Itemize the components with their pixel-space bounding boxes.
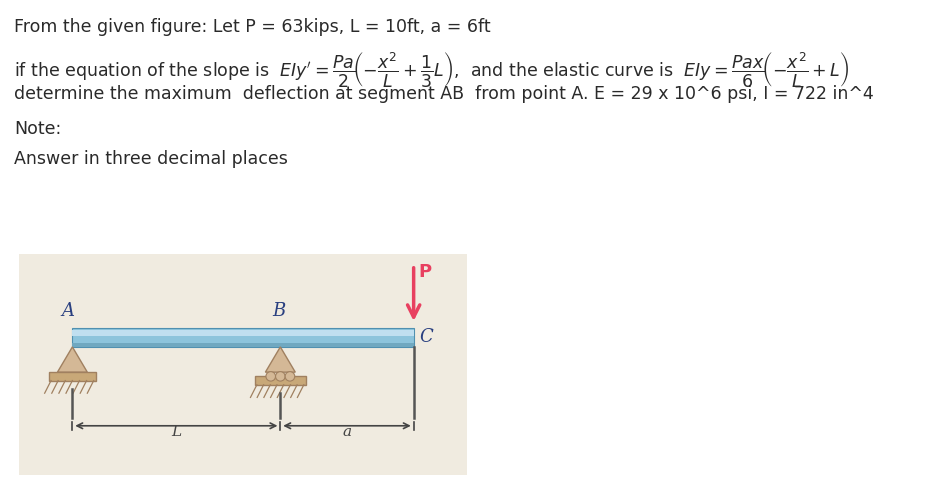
Text: Note:: Note: [14, 120, 61, 138]
Text: determine the maximum  deflection at segment AB  from point A. E = 29 x 10^6 psi: determine the maximum deflection at segm… [14, 85, 873, 103]
Bar [72, 343, 413, 347]
Bar [72, 330, 413, 336]
Text: P: P [418, 263, 430, 281]
Bar [254, 376, 306, 385]
Circle shape [285, 372, 294, 381]
Circle shape [266, 372, 275, 381]
Polygon shape [57, 347, 88, 372]
Bar [49, 372, 96, 381]
Text: From the given figure: Let P = 63kips, L = 10ft, a = 6ft: From the given figure: Let P = 63kips, L… [14, 18, 490, 36]
Text: A: A [62, 301, 74, 320]
Text: Answer in three decimal places: Answer in three decimal places [14, 150, 288, 168]
Text: L: L [171, 425, 181, 439]
Bar [72, 328, 413, 347]
Text: B: B [271, 301, 285, 320]
Polygon shape [265, 347, 295, 372]
Text: C: C [419, 328, 432, 347]
Circle shape [275, 372, 285, 381]
Text: a: a [342, 425, 351, 439]
Text: if the equation of the slope is  $\mathit{EI}\mathit{y}' = \dfrac{Pa}{2}\!\left(: if the equation of the slope is $\mathit… [14, 50, 848, 89]
